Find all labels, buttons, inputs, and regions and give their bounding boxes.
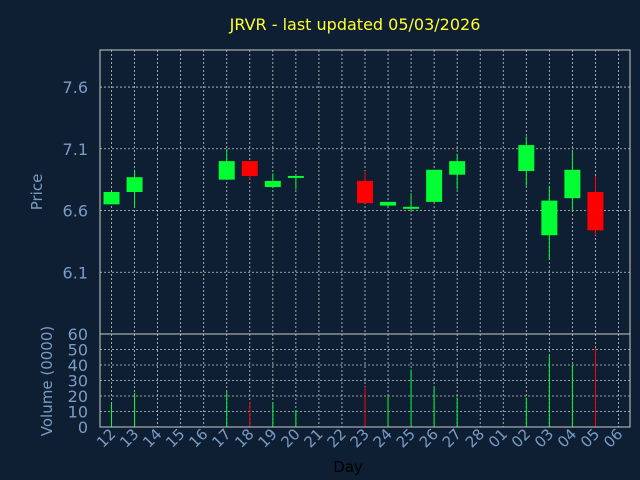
- x-axis-label: Day: [333, 458, 363, 476]
- volume-tick-label: 20: [68, 387, 88, 406]
- price-tick-label: 7.1: [63, 140, 88, 159]
- candle-body: [241, 161, 258, 176]
- volume-plot-frame: [99, 333, 631, 428]
- candle-body: [264, 180, 281, 188]
- candle-body: [426, 169, 443, 202]
- chart-title: JRVR - last updated 05/03/2026: [229, 15, 481, 34]
- price-tick-label: 6.6: [63, 202, 88, 221]
- x-tick-label: 06: [600, 425, 626, 451]
- candle-body: [103, 192, 120, 205]
- candle-body: [380, 201, 397, 206]
- volume-tick-label: 0: [78, 418, 88, 437]
- volume-tick-label: 10: [68, 403, 88, 422]
- volume-bars: [111, 347, 596, 427]
- candle-body: [449, 161, 466, 175]
- x-ticks: 1213141516171819202122232425262728010203…: [93, 425, 626, 451]
- price-y-ticks: 6.1 6.6 7.1 7.6: [63, 78, 88, 282]
- volume-axis-label: Volume (0000): [38, 326, 56, 436]
- price-axis-label: Price: [28, 174, 46, 211]
- candle-body: [541, 200, 558, 236]
- candle-body: [126, 177, 143, 192]
- volume-tick-label: 40: [68, 356, 88, 375]
- candle-body: [518, 145, 535, 172]
- candle-body: [564, 169, 581, 199]
- candle-body: [287, 175, 304, 178]
- candles: [103, 136, 604, 260]
- candle-body: [403, 206, 420, 209]
- candle-body: [218, 161, 235, 180]
- price-tick-label: 6.1: [63, 263, 88, 282]
- volume-tick-label: 50: [68, 341, 88, 360]
- volume-tick-label: 60: [68, 325, 88, 344]
- candle-body: [587, 192, 604, 231]
- volume-tick-label: 30: [68, 372, 88, 391]
- price-tick-label: 7.6: [63, 78, 88, 97]
- candle-body: [357, 180, 373, 204]
